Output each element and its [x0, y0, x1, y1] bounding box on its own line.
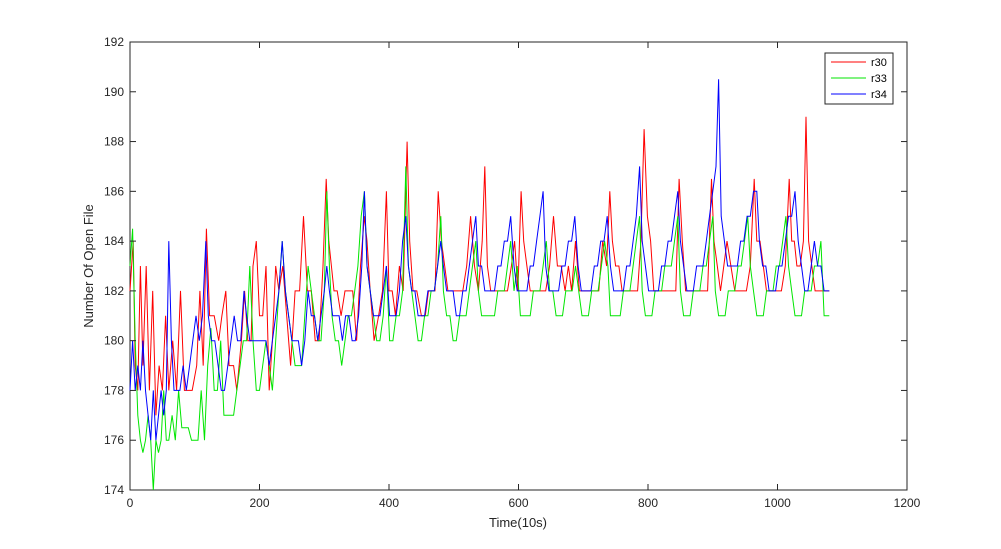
legend-label-r30: r30	[871, 57, 887, 69]
legend-label-r33: r33	[871, 73, 887, 85]
y-tick-label: 178	[104, 383, 124, 397]
x-tick-labels: 0 200 400 600 800 1000 1200	[127, 496, 921, 510]
y-tick-label: 190	[104, 85, 124, 99]
y-tick-label: 174	[104, 483, 124, 497]
series-line-r34	[129, 79, 830, 441]
series-layer	[129, 79, 830, 491]
x-tick-label: 200	[249, 496, 269, 510]
series-line-r33	[129, 166, 830, 491]
y-tick-labels: 174 176 178 180 182 184 186 188 190 192	[104, 35, 124, 497]
x-tick-label: 1200	[894, 496, 921, 510]
axes-layer	[129, 41, 908, 491]
x-tick-label: 400	[379, 496, 399, 510]
y-axis-title: Number Of Open File	[81, 204, 96, 328]
legend: r30 r33 r34	[824, 52, 894, 105]
y-tick-label: 192	[104, 35, 124, 49]
y-tick-label: 186	[104, 184, 124, 198]
y-tick-label: 188	[104, 135, 124, 149]
legend-label-r34: r34	[871, 89, 887, 101]
x-tick-label: 1000	[764, 496, 791, 510]
y-tick-label: 176	[104, 433, 124, 447]
y-tick-label: 184	[104, 234, 124, 248]
x-tick-label: 800	[638, 496, 658, 510]
x-tick-label: 0	[127, 496, 134, 510]
y-tick-label: 180	[104, 334, 124, 348]
y-tick-label: 182	[104, 284, 124, 298]
x-axis-title: Time(10s)	[489, 515, 547, 530]
x-tick-label: 600	[508, 496, 528, 510]
